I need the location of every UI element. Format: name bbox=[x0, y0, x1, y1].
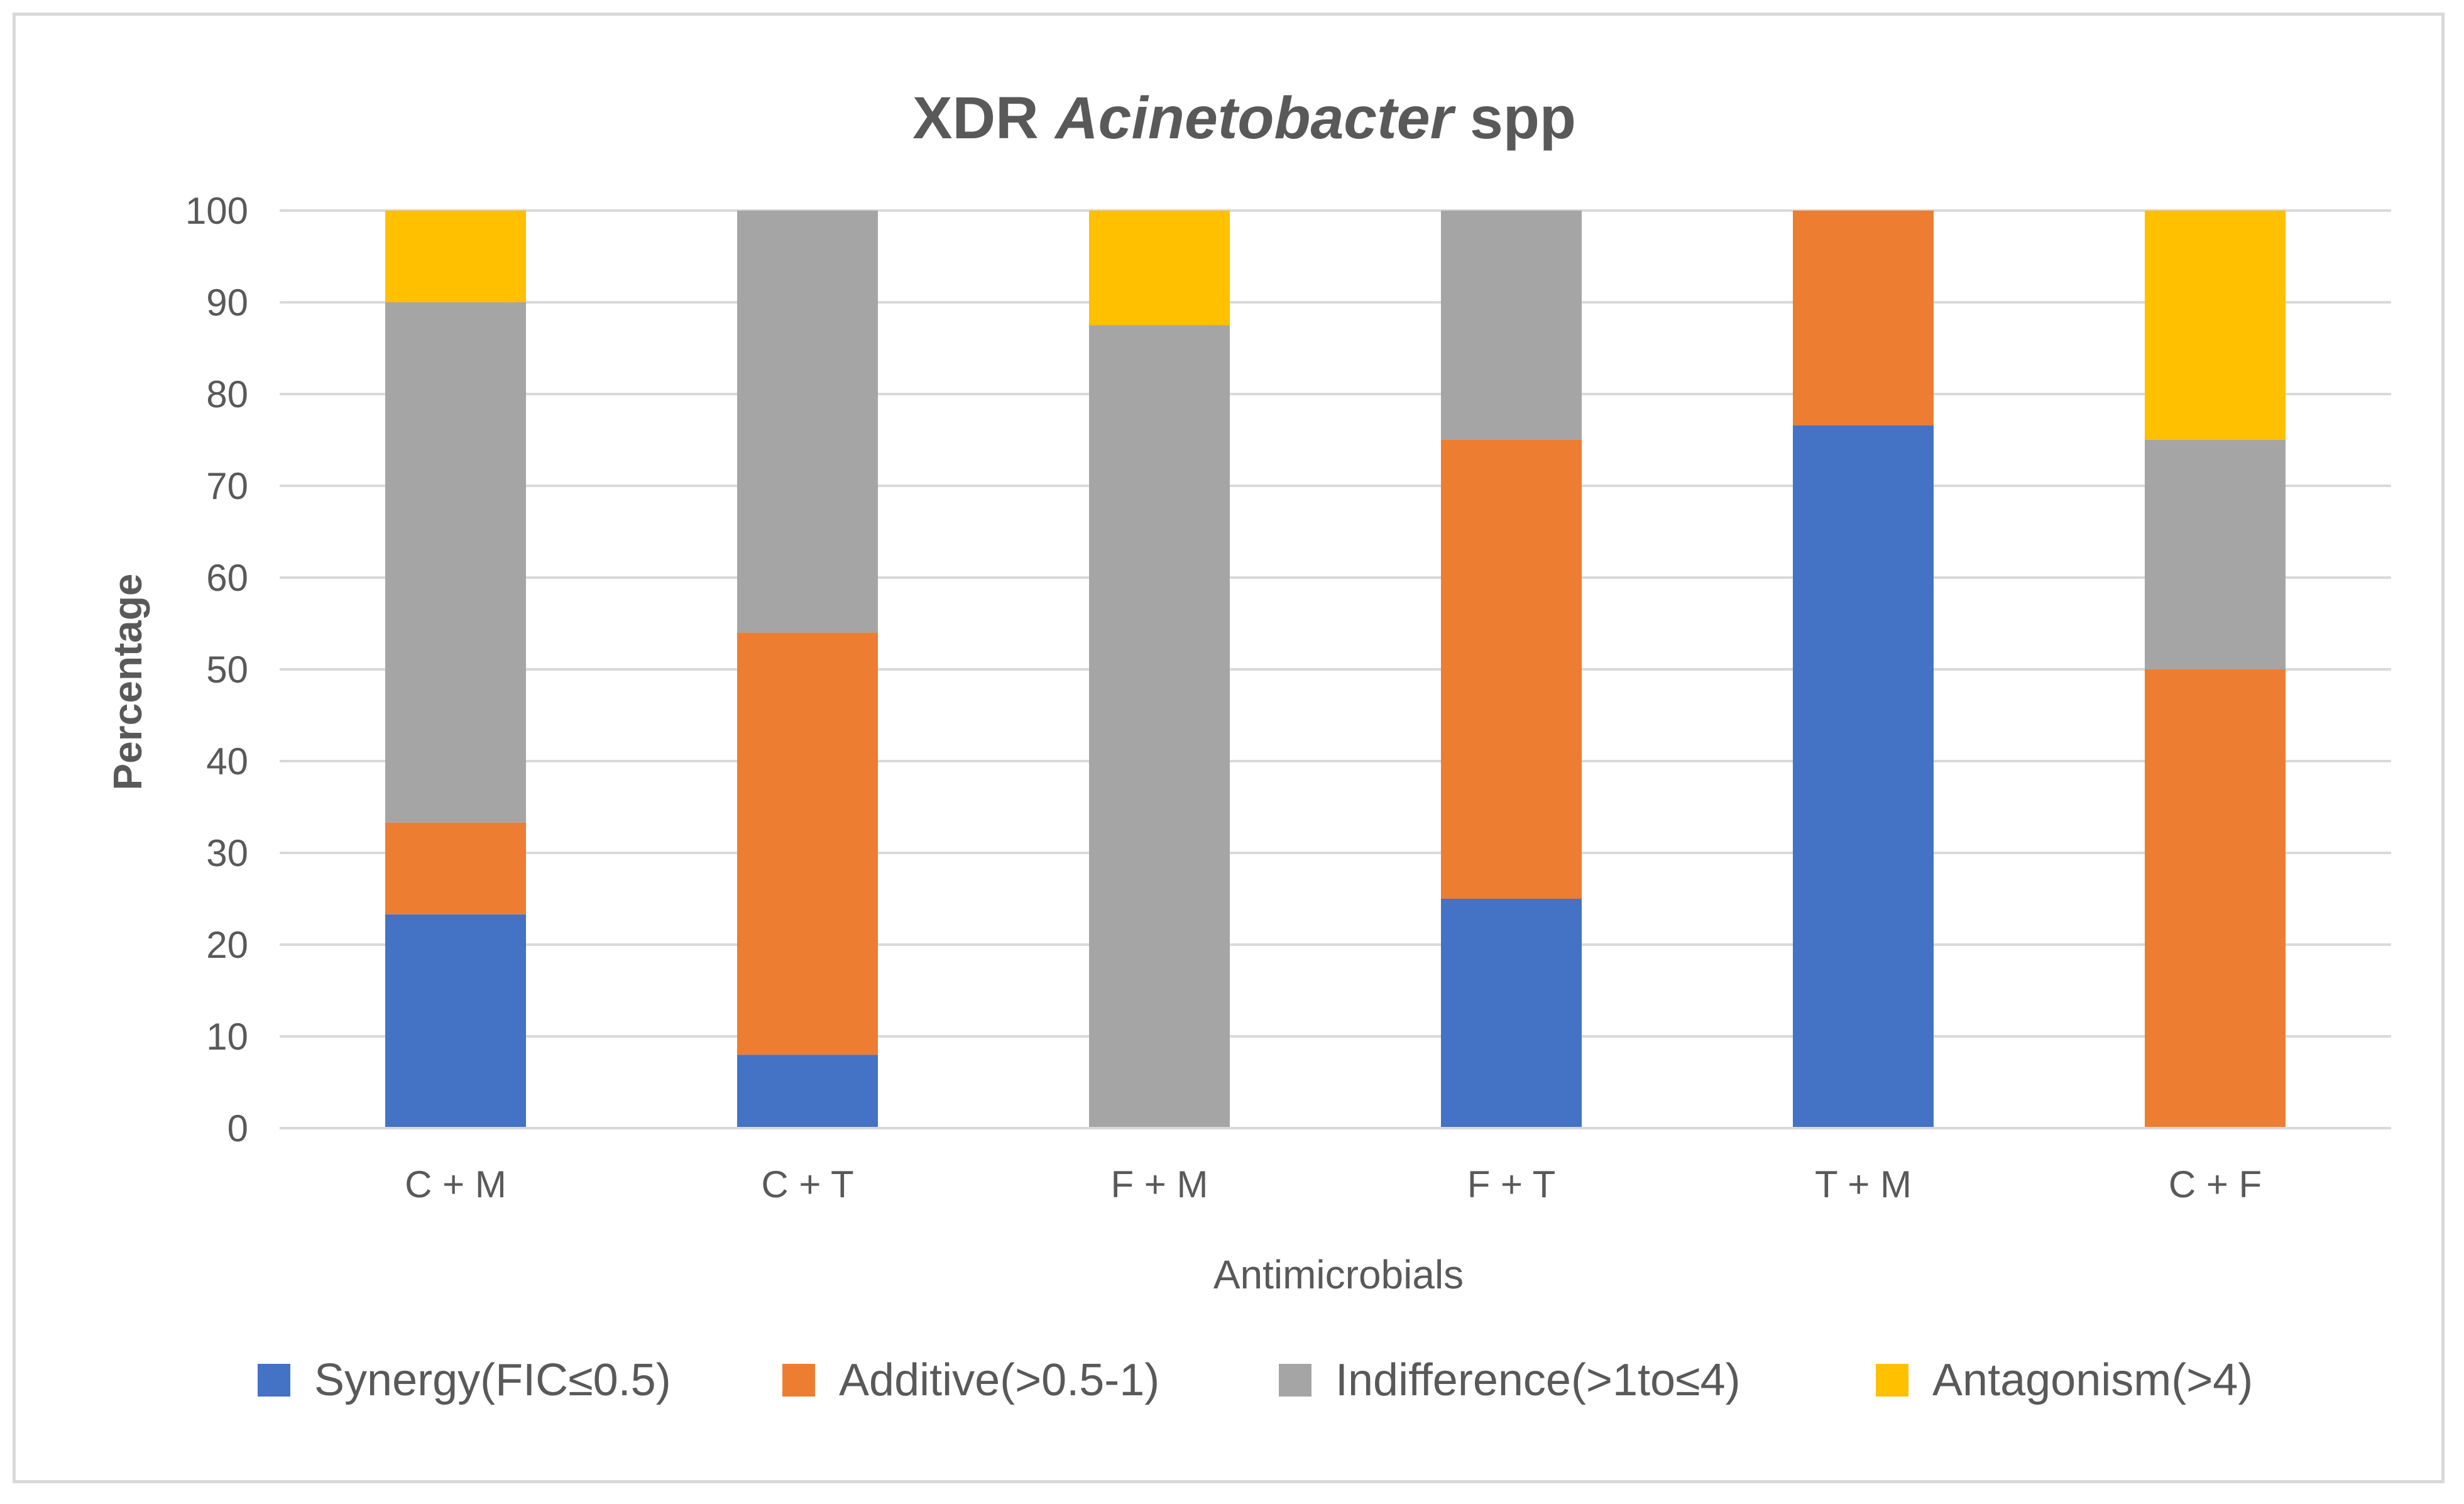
bar-segment bbox=[1441, 211, 1582, 440]
bar-segment bbox=[385, 302, 526, 823]
y-tick-label: 0 bbox=[227, 1107, 248, 1150]
legend: Synergy(FIC≤0.5) Additive(>0.5-1) Indiffer… bbox=[258, 1355, 2253, 1405]
chart-frame: XDR Acinetobacter spp 0 10 20 30 40 50 60 70 80 9… bbox=[13, 13, 2445, 1483]
bar-segment bbox=[385, 822, 526, 914]
y-tick-label: 10 bbox=[206, 1016, 248, 1058]
x-tick-label: C + F bbox=[2169, 1163, 2262, 1205]
bar-segment bbox=[1441, 440, 1582, 899]
legend-label: Synergy(FIC≤0.5) bbox=[314, 1355, 671, 1405]
y-tick-label: 40 bbox=[206, 740, 248, 782]
y-tick-label: 90 bbox=[206, 282, 248, 324]
bar-segment bbox=[1089, 325, 1230, 1128]
bar-segment bbox=[385, 914, 526, 1128]
legend-label: Additive(>0.5-1) bbox=[839, 1355, 1159, 1405]
bar-segment bbox=[2145, 669, 2286, 1128]
y-tick-label: 20 bbox=[206, 924, 248, 966]
bar-segment bbox=[2145, 211, 2286, 440]
y-axis-title: Percentage bbox=[105, 573, 150, 790]
x-tick-label: T + M bbox=[1815, 1163, 1912, 1205]
x-tick-label: C + M bbox=[405, 1163, 506, 1205]
bar-segment bbox=[737, 211, 878, 633]
y-tick-label: 50 bbox=[206, 649, 248, 691]
y-axis-ticks: 0 10 20 30 40 50 60 70 80 90 100 bbox=[185, 190, 248, 1150]
legend-label: Antagonism(>4) bbox=[1932, 1355, 2253, 1405]
legend-swatch bbox=[258, 1364, 290, 1397]
bar-segment bbox=[1793, 211, 1934, 425]
legend-swatch bbox=[782, 1364, 815, 1397]
gridlines bbox=[280, 209, 2391, 1038]
x-tick-label: F + T bbox=[1467, 1163, 1556, 1205]
legend-swatch bbox=[1279, 1364, 1311, 1397]
y-tick-label: 70 bbox=[206, 465, 248, 507]
bars bbox=[385, 211, 2286, 1128]
y-tick-label: 80 bbox=[206, 373, 248, 415]
x-axis-ticks: C + M C + T F + M F + T T + M C + F bbox=[405, 1163, 2262, 1205]
bar-segment bbox=[737, 632, 878, 1055]
chart-title: XDR Acinetobacter spp bbox=[912, 85, 1576, 151]
x-tick-label: F + M bbox=[1110, 1163, 1208, 1205]
chart-svg: XDR Acinetobacter spp 0 10 20 30 40 50 60 70 80 9… bbox=[105, 85, 2391, 1405]
y-tick-label: 60 bbox=[206, 557, 248, 599]
x-tick-label: C + T bbox=[761, 1163, 853, 1205]
x-axis-title: Antimicrobials bbox=[1213, 1252, 1464, 1297]
bar-segment bbox=[737, 1055, 878, 1128]
bar-segment bbox=[1793, 425, 1934, 1128]
bar-segment bbox=[1089, 211, 1230, 326]
bar-segment bbox=[2145, 440, 2286, 669]
bar-segment bbox=[1441, 899, 1582, 1128]
bar-segment bbox=[385, 211, 526, 302]
y-tick-label: 30 bbox=[206, 832, 248, 874]
y-tick-label: 100 bbox=[185, 190, 248, 232]
legend-label: Indifference(>1to≤4) bbox=[1335, 1355, 1741, 1405]
legend-swatch bbox=[1876, 1364, 1908, 1397]
